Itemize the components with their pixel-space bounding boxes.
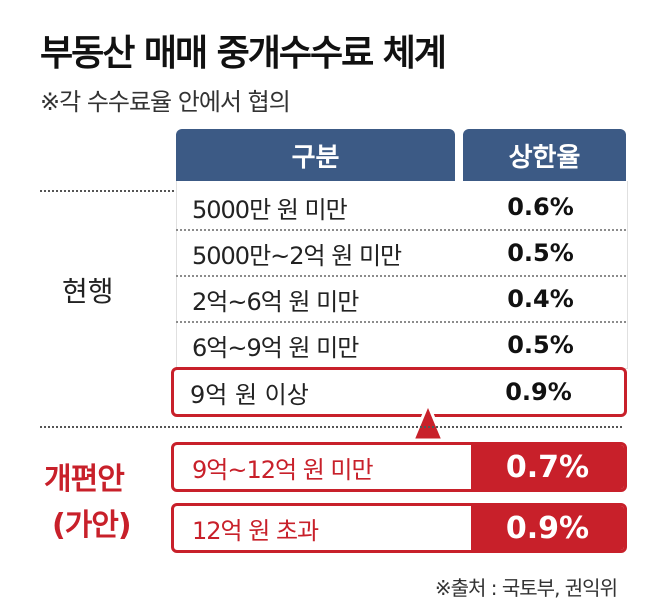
proposal-label: 개편안 — [44, 462, 125, 497]
row-rate: 0.4% — [507, 285, 574, 313]
current-label: 현행 — [62, 275, 114, 308]
header-rate: 상한율 — [463, 129, 626, 181]
row-category: 6억~9억 원 미만 — [192, 333, 359, 362]
header-category: 구분 — [176, 129, 455, 181]
proposal-row: 9억~12억 원 미만 0.7% — [171, 442, 627, 492]
row-rate: 0.6% — [507, 193, 574, 221]
section-divider — [40, 426, 622, 428]
proposal-row: 12억 원 초과 0.9% — [171, 503, 627, 553]
row-category: 5000만 원 미만 — [192, 195, 348, 224]
row-divider — [176, 229, 626, 231]
arrow-up-icon — [411, 402, 445, 442]
row-divider — [176, 321, 626, 323]
row-rate: 0.5% — [507, 331, 574, 359]
row-category: 9억~12억 원 미만 — [192, 455, 374, 484]
page-subtitle: ※각 수수료율 안에서 협의 — [40, 88, 291, 116]
row-category: 9억 원 이상 — [190, 380, 309, 409]
row-rate: 0.9% — [471, 506, 624, 550]
row-category: 5000만~2억 원 미만 — [192, 241, 402, 270]
row-category: 2억~6억 원 미만 — [192, 287, 359, 316]
row-category: 12억 원 초과 — [192, 516, 319, 545]
source-note: ※출처 : 국토부, 권익위 — [434, 576, 618, 600]
highlighted-row: 9억 원 이상 0.9% — [171, 367, 627, 417]
row-rate: 0.5% — [507, 239, 574, 267]
row-rate: 0.7% — [471, 445, 624, 489]
table-row: 2억~6억 원 미만 0.4% — [176, 276, 626, 322]
table-row: 6억~9억 원 미만 0.5% — [176, 322, 626, 368]
table-row: 5000만 원 미만 0.6% — [176, 184, 626, 230]
section-divider — [40, 190, 174, 192]
row-divider — [176, 275, 626, 277]
table-row: 5000만~2억 원 미만 0.5% — [176, 230, 626, 276]
page-title: 부동산 매매 중개수수료 체계 — [40, 33, 447, 74]
row-rate: 0.9% — [505, 378, 572, 406]
proposal-sublabel: (가안) — [52, 508, 132, 543]
